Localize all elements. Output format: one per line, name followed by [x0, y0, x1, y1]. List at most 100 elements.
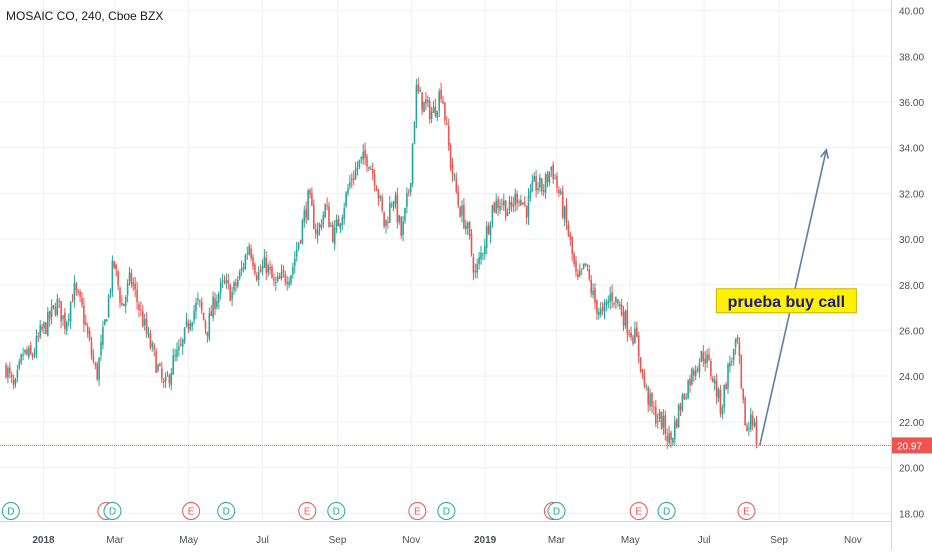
candle-body: [299, 240, 302, 243]
candle-body: [305, 208, 307, 218]
candle-body: [67, 319, 70, 321]
candle-body: [550, 166, 553, 171]
candle-body: [117, 271, 119, 286]
candle-body: [90, 342, 93, 356]
candle-body: [275, 282, 277, 284]
candle-body: [35, 336, 38, 354]
candle-body: [244, 255, 247, 270]
candle-body: [124, 296, 127, 306]
event-marker-letter: D: [223, 507, 230, 518]
y-tick-label: 34.00: [899, 144, 924, 155]
candle-body: [60, 301, 62, 322]
candle-body: [383, 211, 385, 227]
candle-body: [276, 276, 279, 281]
candle-body: [214, 298, 216, 310]
candle-body: [518, 201, 520, 203]
event-marker-circle: [629, 502, 648, 520]
y-tick-label: 28.00: [899, 281, 924, 292]
candle-body: [370, 168, 372, 170]
candle-body: [457, 191, 459, 206]
candle-body: [527, 195, 530, 218]
candle-body: [400, 217, 402, 236]
candle-body: [415, 85, 418, 122]
candle-body: [254, 264, 256, 274]
candle-body: [47, 312, 49, 336]
candle-body: [227, 280, 230, 284]
candle-body: [28, 348, 30, 357]
candle-body: [658, 411, 661, 419]
x-tick-label: Jul: [256, 535, 269, 546]
dividend-marker[interactable]: D: [217, 502, 236, 520]
candle-body: [624, 311, 627, 327]
x-tick-label: Sep: [329, 535, 347, 546]
event-marker-circle: [327, 502, 346, 520]
candle-body: [233, 282, 235, 291]
candle-body: [590, 279, 592, 294]
candle-body: [725, 384, 727, 390]
candle-body: [155, 351, 157, 373]
candle-body: [472, 256, 475, 273]
candle-body: [176, 349, 178, 358]
candle-body: [295, 249, 298, 257]
candle-body: [700, 350, 703, 362]
dividend-marker[interactable]: D: [547, 502, 566, 520]
event-marker-letter: D: [663, 507, 670, 518]
candle-body: [94, 363, 97, 366]
dividend-marker[interactable]: D: [1, 502, 20, 520]
earnings-marker[interactable]: E: [408, 502, 427, 520]
candle-body: [385, 219, 387, 226]
candle-body: [599, 309, 602, 315]
candle-body: [261, 266, 264, 271]
candle-body: [197, 298, 199, 301]
candle-body: [335, 219, 338, 227]
candle-body: [143, 318, 146, 325]
candle-body: [740, 355, 743, 388]
candle-body: [632, 336, 634, 344]
candle-body: [598, 312, 600, 316]
dividend-marker[interactable]: D: [437, 502, 456, 520]
candle-body: [394, 195, 397, 204]
candle-body: [563, 207, 566, 219]
candle-body: [529, 189, 532, 198]
candle-body: [447, 126, 450, 146]
candle-body: [278, 276, 281, 279]
candle-body: [533, 175, 535, 182]
earnings-marker[interactable]: E: [182, 502, 201, 520]
candle-body: [689, 378, 691, 386]
annotation-box: [715, 288, 857, 314]
candle-body: [535, 175, 537, 191]
candle-body: [37, 335, 40, 337]
y-tick-label: 18.00: [899, 509, 924, 520]
candle-body: [14, 378, 17, 384]
candle-body: [140, 308, 142, 310]
candle-body: [326, 205, 328, 207]
candle-body: [147, 332, 150, 335]
earnings-marker[interactable]: E: [298, 502, 317, 520]
event-marker-circle: [657, 502, 676, 520]
candle-body: [349, 181, 351, 187]
candle-body: [592, 290, 594, 295]
candle-body: [525, 205, 528, 218]
candle-body: [466, 222, 469, 229]
candle-body: [187, 323, 190, 329]
dividend-marker[interactable]: D: [657, 502, 676, 520]
earnings-marker[interactable]: E: [629, 502, 648, 520]
candle-body: [430, 111, 433, 120]
candle-body: [537, 188, 539, 191]
candle-body: [303, 210, 306, 222]
earnings-marker[interactable]: E: [737, 502, 756, 520]
candle-body: [138, 304, 140, 311]
candle-body: [77, 290, 79, 293]
candle-body: [170, 372, 173, 385]
candle-body: [390, 204, 393, 206]
dividend-marker[interactable]: D: [103, 502, 122, 520]
candle-body: [81, 297, 83, 305]
candle-body: [649, 393, 651, 407]
candle-body: [662, 416, 665, 428]
candle-body: [58, 300, 60, 302]
candle-body: [641, 369, 644, 372]
candle-body: [497, 199, 499, 208]
dividend-marker[interactable]: D: [327, 502, 346, 520]
